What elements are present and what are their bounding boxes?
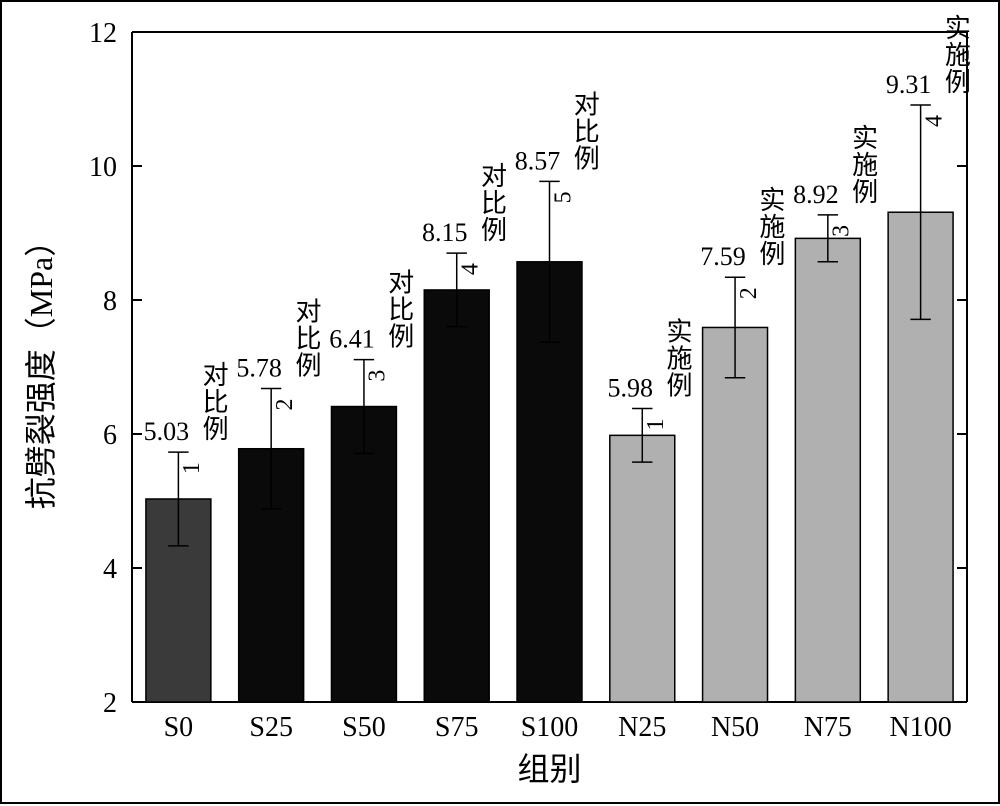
x-category-label: N25	[618, 712, 666, 743]
bar-annotation-number: 1	[643, 419, 669, 431]
bar-chart-svg: 24681012 S0S25S50S75S100N25N50N75N100 抗劈…	[2, 2, 1000, 806]
y-right-ticks-group	[957, 32, 967, 702]
bar-annotation-text: 实施例	[663, 317, 692, 398]
bar-value-label: 8.92	[793, 180, 839, 209]
y-ticks-group: 2 4 6 8 10 12	[89, 18, 142, 719]
bar-annotation-number: 2	[736, 287, 762, 299]
y-tick-label: 10	[89, 152, 117, 183]
bar-value-label: 9.31	[886, 70, 932, 99]
bar-annotation-number: 1	[179, 462, 205, 474]
x-category-label: S50	[342, 712, 386, 743]
x-category-label: N100	[889, 712, 951, 743]
bar-annotation-number: 3	[365, 370, 391, 382]
bar-annotation-text: 对比例	[199, 361, 228, 442]
y-tick-label: 8	[103, 286, 117, 317]
bar-annotation-number: 4	[921, 115, 947, 127]
y-tick-label: 4	[103, 554, 117, 585]
x-category-label: S0	[164, 712, 194, 743]
bar-value-label: 5.98	[608, 374, 654, 403]
x-axis-title: 组别	[517, 751, 581, 787]
bar-annotation-text: 对比例	[570, 90, 599, 171]
bar-annotation-text: 实施例	[756, 186, 785, 267]
bar-value-label: 5.78	[236, 353, 282, 382]
bar-value-label: 8.57	[515, 146, 561, 175]
bar-annotation-text: 对比例	[292, 297, 321, 378]
bar-value-label: 7.59	[700, 242, 746, 271]
y-tick-label: 6	[103, 420, 117, 451]
bar-value-label: 6.41	[329, 325, 375, 354]
x-category-label: S75	[435, 712, 479, 743]
x-category-label: S100	[521, 712, 579, 743]
bar-value-label: 5.03	[144, 417, 190, 446]
bar	[795, 238, 860, 702]
y-tick-label: 12	[89, 18, 117, 49]
bar	[703, 327, 768, 702]
bar-annotation-text: 实施例	[849, 124, 878, 205]
bar-annotation-number: 5	[550, 191, 576, 203]
bar-annotation-number: 2	[272, 398, 298, 410]
bar	[424, 290, 489, 702]
bar-annotation-number: 4	[458, 263, 484, 275]
x-category-label: N50	[711, 712, 759, 743]
bar-value-label: 8.15	[422, 218, 468, 247]
y-tick-label: 2	[103, 688, 117, 719]
bar-annotation-number: 3	[829, 225, 855, 237]
bar	[610, 435, 675, 702]
chart-figure: 24681012 S0S25S50S75S100N25N50N75N100 抗劈…	[0, 0, 1000, 804]
bar-annotation-text: 实施例	[941, 14, 970, 95]
bar-annotation-text: 对比例	[478, 162, 507, 243]
bar-annotation-text: 对比例	[385, 269, 414, 350]
x-category-label: S25	[249, 712, 293, 743]
x-category-label: N75	[804, 712, 852, 743]
y-axis-title: 抗劈裂强度（MPa）	[23, 225, 59, 509]
